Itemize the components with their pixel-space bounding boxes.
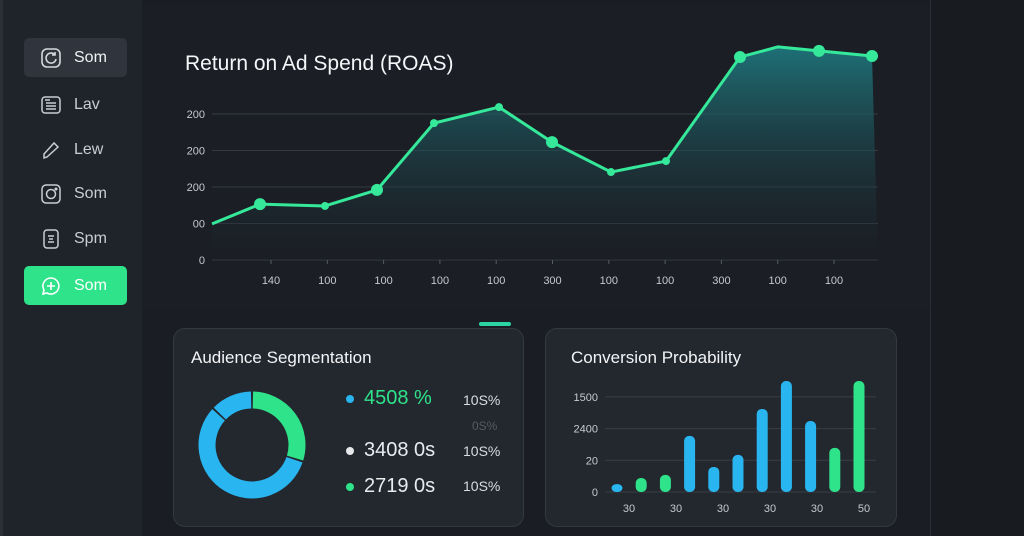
x-tick-label: 100 <box>487 275 505 287</box>
sidebar-item-label: Som <box>74 276 107 294</box>
x-tick-label: 30 <box>670 503 682 515</box>
y-tick-label: 20 <box>586 455 598 467</box>
legend-dot <box>346 482 354 491</box>
bar <box>659 474 671 492</box>
bar <box>805 420 817 492</box>
data-point <box>866 49 878 62</box>
chat-plus-icon <box>41 276 60 295</box>
conversion-probability-card: Conversion Probability <box>545 328 897 527</box>
file-text-icon <box>43 228 59 249</box>
x-tick-label: 100 <box>600 275 618 287</box>
conversion-bar-chart: 0 20 2400 1500 30 30 30 30 30 50 <box>574 381 876 515</box>
tab-indicator[interactable] <box>479 322 511 326</box>
y-tick-label: 1500 <box>574 392 598 404</box>
bar <box>829 447 841 492</box>
x-tick-label: 30 <box>811 503 823 515</box>
refresh-square-icon <box>41 47 61 68</box>
sidebar-item-lav[interactable]: Lav <box>24 85 127 124</box>
sidebar-item-som-1[interactable]: Som <box>24 38 127 77</box>
legend-value: 3408 0s <box>364 439 436 461</box>
x-tick-label: 100 <box>374 275 392 287</box>
data-point <box>495 103 503 112</box>
bar <box>635 478 647 492</box>
audience-title: Audience Segmentation <box>191 348 372 367</box>
x-tick-label: 30 <box>623 503 635 515</box>
bar <box>756 408 768 492</box>
x-tick-label: 100 <box>318 275 336 287</box>
x-tick-label: 100 <box>656 275 674 287</box>
conversion-title: Conversion Probability <box>571 348 742 367</box>
right-panel <box>930 0 1024 536</box>
data-point <box>430 119 438 128</box>
data-point <box>546 136 558 149</box>
x-tick-label: 50 <box>858 503 870 515</box>
bar <box>732 454 744 492</box>
y-tick-label: 00 <box>193 219 205 231</box>
y-tick-label: 200 <box>187 109 205 121</box>
area-fill <box>212 46 878 261</box>
data-point <box>813 44 825 57</box>
legend-item: 2719 0s <box>346 475 435 498</box>
sidebar-item-label: Som <box>74 48 107 66</box>
data-point <box>254 198 266 211</box>
sidebar-item-label: Lav <box>74 95 100 113</box>
y-tick-label: 200 <box>187 146 205 158</box>
sidebar-item-label: Som <box>74 184 107 202</box>
sidebar-item-som-2[interactable]: Som <box>24 174 127 213</box>
audience-segmentation-card: Audience Segmentation 4508 % 10S% 0S% 34… <box>173 328 524 527</box>
bar <box>780 381 792 492</box>
data-point <box>607 168 615 177</box>
y-tick-label: 200 <box>187 182 205 194</box>
legend-value: 4508 % <box>364 387 432 409</box>
sidebar-item-label: Spm <box>74 229 107 247</box>
donut-slice <box>252 391 306 461</box>
x-tick-label: 100 <box>769 275 787 287</box>
sidebar-item-spm[interactable]: Spm <box>24 219 127 258</box>
camera-icon <box>41 183 61 204</box>
y-tick-label: 0 <box>199 255 205 267</box>
legend-faded: 0S% <box>472 419 498 433</box>
bar <box>611 484 623 492</box>
bar <box>708 466 720 492</box>
bar <box>853 381 865 492</box>
legend-value: 2719 0s <box>364 475 436 497</box>
sidebar: Som Lav Lew Som Spm Som <box>0 0 142 536</box>
x-tick-label: 300 <box>543 275 561 287</box>
sidebar-item-som-active[interactable]: Som <box>24 266 127 305</box>
data-point <box>321 201 329 210</box>
legend-item: 4508 % <box>346 387 432 410</box>
x-tick-label: 140 <box>262 275 280 287</box>
legend-pct: 10S% <box>463 478 501 494</box>
pencil-icon <box>43 141 60 159</box>
y-tick-label: 2400 <box>574 424 598 436</box>
data-point <box>662 157 670 166</box>
roas-title: Return on Ad Spend (ROAS) <box>185 52 454 75</box>
sidebar-item-label: Lew <box>74 140 104 158</box>
legend-dot <box>346 394 354 403</box>
x-tick-label: 100 <box>431 275 449 287</box>
donut-chart <box>198 391 306 499</box>
bar <box>684 435 696 492</box>
donut-slice <box>198 409 303 499</box>
x-tick-label: 300 <box>712 275 730 287</box>
document-list-icon <box>41 95 61 114</box>
sidebar-item-lew[interactable]: Lew <box>24 130 127 169</box>
x-tick-label: 100 <box>825 275 843 287</box>
data-point <box>371 183 383 196</box>
legend-pct: 10S% <box>463 443 501 459</box>
donut-slice <box>213 391 252 420</box>
x-tick-label: 30 <box>717 503 729 515</box>
x-tick-label: 30 <box>764 503 776 515</box>
y-tick-label: 0 <box>592 487 598 499</box>
legend-dot <box>346 446 354 455</box>
legend-item: 3408 0s <box>346 439 435 462</box>
legend-pct: 10S% <box>463 392 501 408</box>
data-point <box>734 51 746 64</box>
